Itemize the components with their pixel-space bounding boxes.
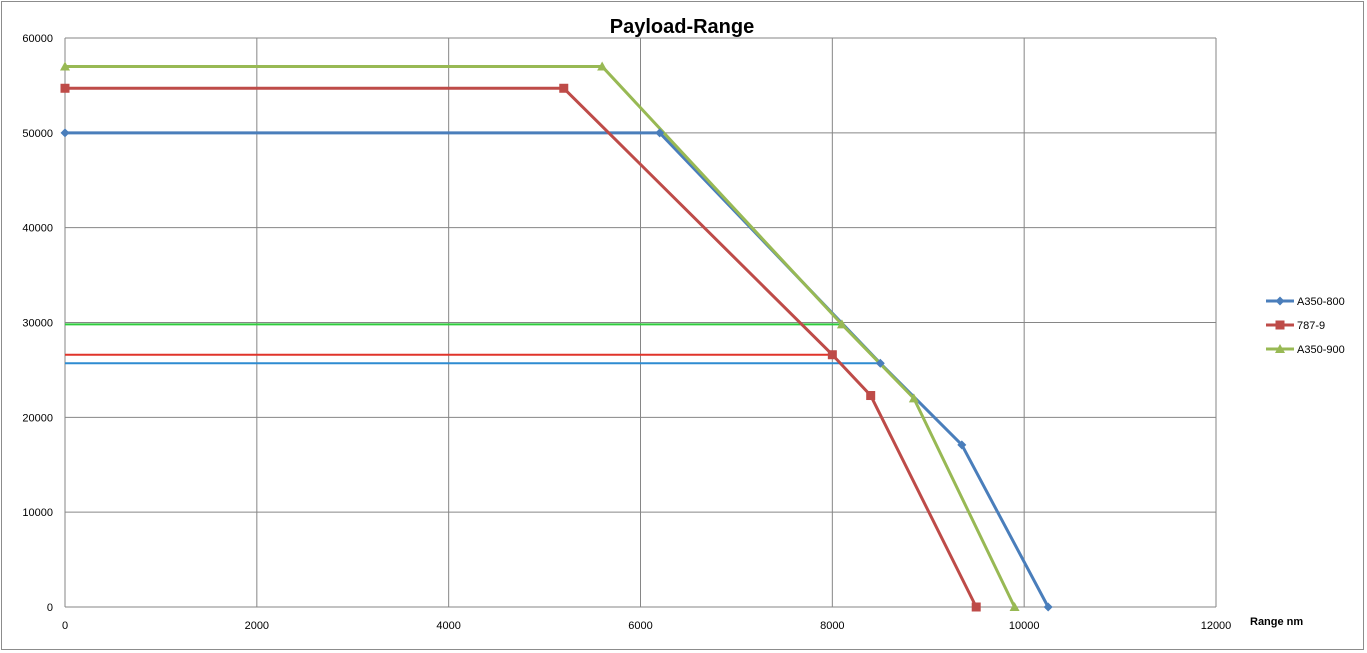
- series-lines: [65, 64, 1050, 608]
- y-tick-label: 60000: [22, 33, 53, 45]
- data-point: [971, 602, 981, 612]
- data-point: [827, 350, 837, 360]
- data-point: [908, 393, 919, 403]
- x-tick-label: 0: [62, 620, 68, 632]
- data-point: [60, 83, 70, 93]
- grid: [64, 37, 1217, 608]
- x-tick-label: 4000: [436, 620, 460, 632]
- data-point: [1043, 602, 1053, 612]
- legend-marker: [1275, 296, 1285, 306]
- y-tick-label: 50000: [22, 128, 53, 140]
- series-markers: [60, 61, 1053, 612]
- x-tick-label: 2000: [245, 620, 269, 632]
- y-tick-label: 40000: [22, 223, 53, 235]
- y-tick-label: 20000: [22, 412, 53, 424]
- series-line: [65, 131, 1050, 608]
- x-tick-labels: 0 2000 4000 6000 8000 10000 12000: [62, 620, 1231, 632]
- data-point: [1009, 602, 1020, 611]
- data-point: [655, 128, 665, 138]
- data-point: [875, 358, 885, 368]
- legend-marker: [1275, 344, 1285, 353]
- series-line: [65, 86, 978, 608]
- x-tick-label: 8000: [820, 620, 844, 632]
- data-point: [597, 61, 608, 71]
- data-point: [866, 391, 876, 401]
- legend-marker: [1275, 320, 1285, 330]
- series-line: [65, 64, 1016, 608]
- data-point: [60, 128, 70, 138]
- x-tick-label: 12000: [1201, 620, 1232, 632]
- legend: A350-800 787-9 A350-900: [1266, 296, 1345, 356]
- legend-entry: 787-9: [1297, 320, 1325, 332]
- legend-entry: A350-800: [1297, 296, 1345, 308]
- x-tick-label: 6000: [628, 620, 652, 632]
- y-tick-label: 30000: [22, 318, 53, 330]
- x-axis-label: Range nm: [1250, 616, 1303, 628]
- x-tick-label: 10000: [1009, 620, 1040, 632]
- y-tick-labels: 0 10000 20000 30000 40000 50000 60000: [22, 33, 53, 614]
- reference-lines: [65, 323, 881, 365]
- legend-entry: A350-900: [1297, 344, 1345, 356]
- chart-title: Payload-Range: [610, 16, 754, 38]
- data-point: [559, 83, 569, 93]
- y-tick-label: 10000: [22, 507, 53, 519]
- y-tick-label: 0: [47, 602, 53, 614]
- data-point: [836, 319, 847, 329]
- data-point: [957, 440, 967, 450]
- data-point: [60, 61, 70, 71]
